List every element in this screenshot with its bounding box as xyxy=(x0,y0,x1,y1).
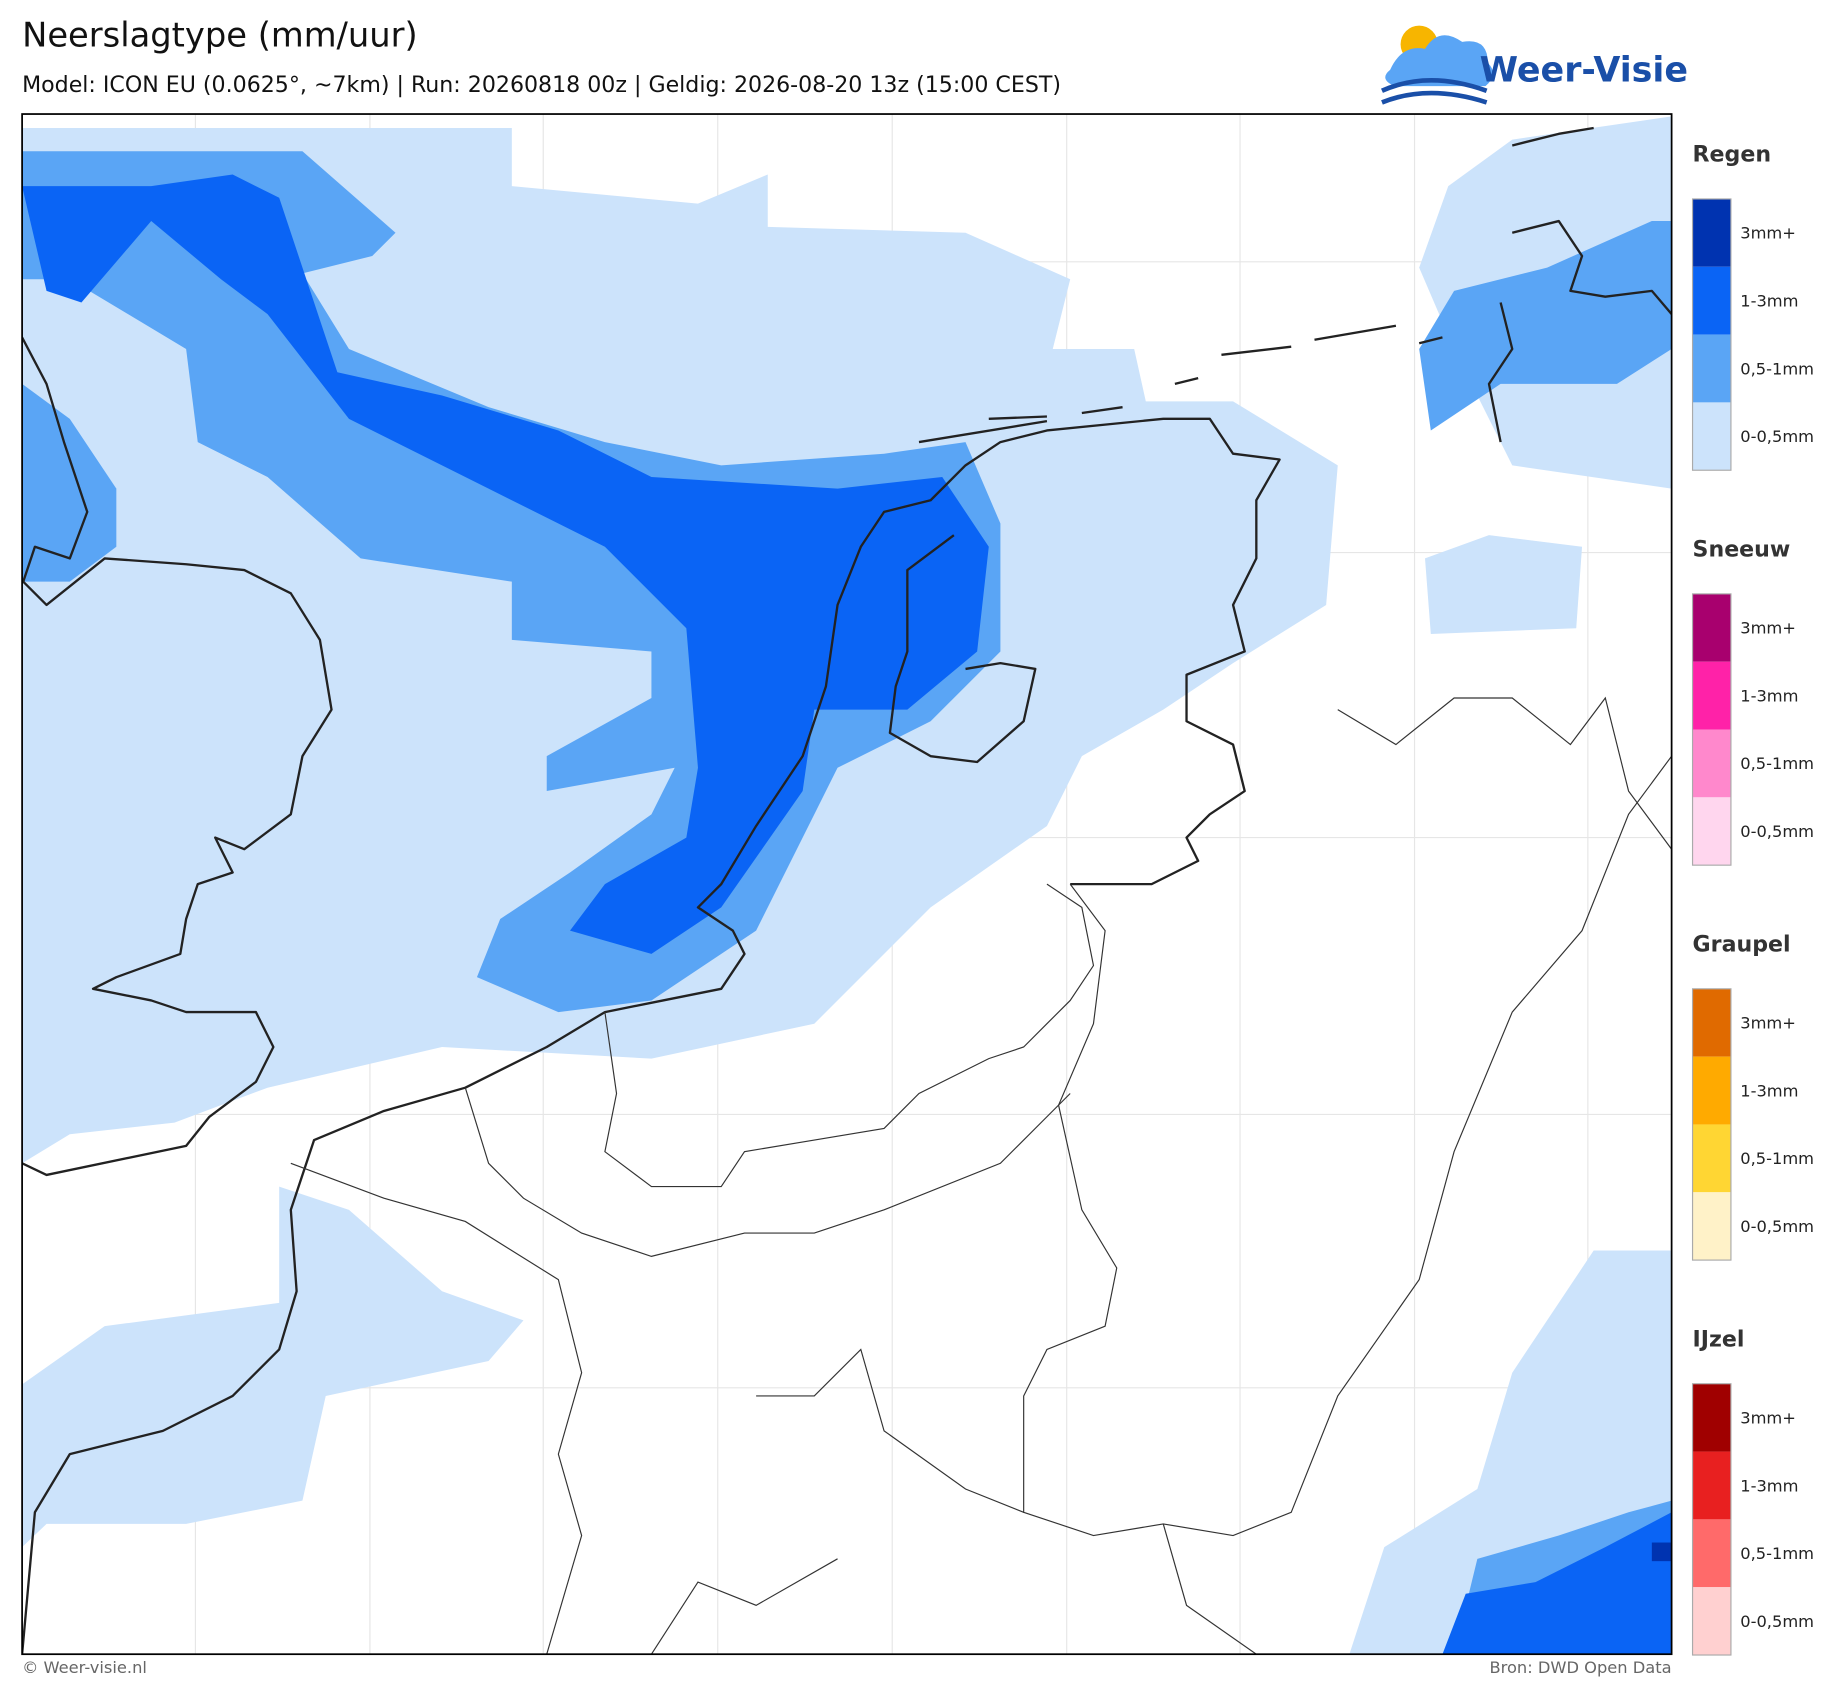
legend-swatch-frame xyxy=(1691,988,1732,1261)
legend-swatch xyxy=(1692,1383,1731,1452)
legend-swatch xyxy=(1692,1519,1731,1588)
legend-label: 1-3mm xyxy=(1740,1081,1798,1100)
legend-swatch xyxy=(1692,198,1731,267)
legend-label: 0-0,5mm xyxy=(1740,427,1814,446)
rain-heavy xyxy=(1442,1512,1672,1655)
legend-swatch xyxy=(1692,988,1731,1057)
legend-swatch xyxy=(1692,1124,1731,1193)
legend-swatch-frame xyxy=(1691,1383,1732,1656)
legend-swatch xyxy=(1692,1451,1731,1520)
legend-swatch xyxy=(1692,593,1731,662)
coastlines xyxy=(22,126,1672,1655)
legend-label: 3mm+ xyxy=(1740,1014,1796,1033)
legend: Regen 3mm+ 1-3mm 0,5-1mm 0-0,5mm Sneeuw 3mm+ 1-… xyxy=(1691,142,1814,1656)
legend-swatch xyxy=(1692,1056,1731,1125)
rain-light xyxy=(22,1186,524,1548)
rain-moderate xyxy=(1419,221,1672,431)
legend-label: 0,5-1mm xyxy=(1740,1149,1814,1168)
rain-very-heavy xyxy=(1651,1542,1672,1562)
legend-label: 0-0,5mm xyxy=(1740,1612,1814,1631)
logo-waves xyxy=(1381,78,1488,105)
legend-label: 0,5-1mm xyxy=(1740,1544,1814,1563)
logo-cloud xyxy=(1385,35,1494,87)
legend-group-title: Regen xyxy=(1693,142,1772,168)
map-frame xyxy=(21,113,1673,1656)
legend-label: 0-0,5mm xyxy=(1740,1217,1814,1236)
legend-label: 1-3mm xyxy=(1740,292,1798,311)
legend-swatch-frame xyxy=(1691,593,1732,866)
legend-swatch xyxy=(1692,334,1731,403)
rain-moderate xyxy=(22,383,117,582)
rain-light xyxy=(1425,535,1583,635)
legend-swatch xyxy=(1692,729,1731,798)
logo-text: Weer-Visie xyxy=(1480,50,1688,90)
legend-swatch xyxy=(1692,1587,1731,1656)
legend-label: 3mm+ xyxy=(1740,1408,1796,1427)
source: Bron: DWD Open Data xyxy=(1489,1658,1671,1677)
precipitation xyxy=(22,116,1672,1655)
legend-swatch xyxy=(1692,266,1731,335)
legend-group-title: Sneeuw xyxy=(1693,537,1791,563)
legend-label: 1-3mm xyxy=(1740,686,1798,705)
legend-swatch-frame xyxy=(1691,198,1732,471)
legend-swatch xyxy=(1692,797,1731,866)
legend-swatch xyxy=(1692,402,1731,471)
legend-label: 3mm+ xyxy=(1740,224,1796,243)
legend-label: 0,5-1mm xyxy=(1740,359,1814,378)
legend-group-title: Graupel xyxy=(1693,932,1791,958)
legend-label: 0,5-1mm xyxy=(1740,754,1814,773)
logo: Weer-Visie xyxy=(1381,25,1688,105)
copyright: © Weer-visie.nl xyxy=(22,1658,147,1677)
legend-label: 1-3mm xyxy=(1740,1476,1798,1495)
title: Neerslagtype (mm/uur) xyxy=(22,16,418,55)
legend-swatch xyxy=(1692,661,1731,730)
legend-swatch xyxy=(1692,1192,1731,1261)
rain-light xyxy=(23,727,128,815)
legend-label: 3mm+ xyxy=(1740,619,1796,638)
rain-heavy xyxy=(22,174,989,954)
legend-group-title: IJzel xyxy=(1693,1327,1745,1353)
borders xyxy=(290,696,1672,1655)
legend-label: 0-0,5mm xyxy=(1740,822,1814,841)
map xyxy=(22,114,1672,1655)
subtitle: Model: ICON EU (0.0625°, ~7km) | Run: 20… xyxy=(22,72,1061,98)
